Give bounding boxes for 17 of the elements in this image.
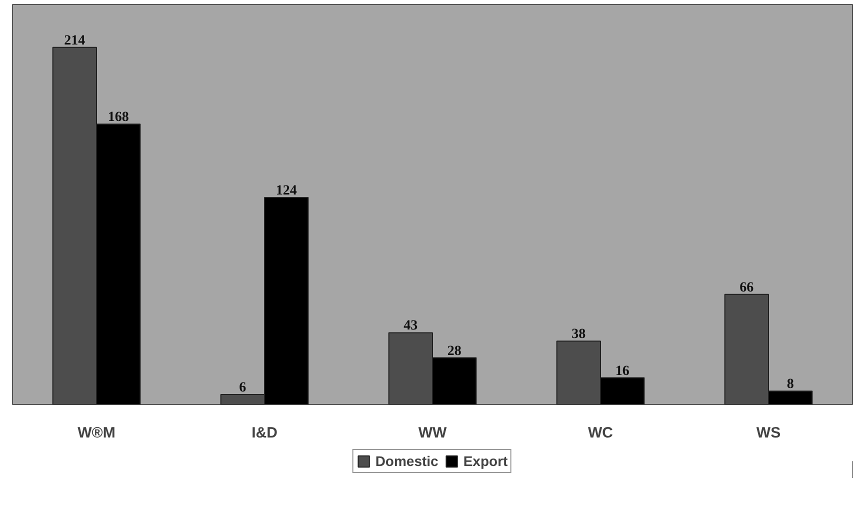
data-label: 38 [572, 327, 586, 342]
data-label: 43 [404, 318, 418, 334]
x-tick-label: WS [756, 424, 781, 442]
data-label: 6 [239, 380, 246, 396]
data-label: 66 [740, 280, 754, 296]
data-label: 16 [615, 364, 630, 379]
x-tick-label: WW [418, 424, 448, 442]
x-tick-label: WC [588, 424, 614, 442]
data-label: 8 [786, 377, 794, 392]
x-tick-label: W®M [78, 424, 116, 442]
legend-label: Domestic [375, 453, 438, 469]
data-label: 124 [276, 184, 297, 199]
x-tick-label: I&D [252, 424, 278, 442]
data-label: 168 [108, 110, 129, 126]
data-label: 28 [447, 344, 462, 359]
legend-label: Export [463, 453, 508, 469]
data-label: 214 [64, 33, 86, 48]
